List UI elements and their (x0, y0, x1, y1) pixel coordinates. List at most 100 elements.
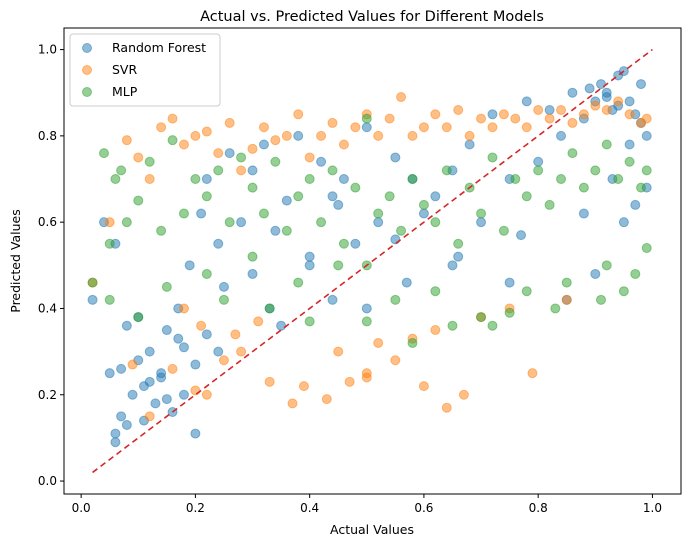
legend-marker-mlp (82, 87, 92, 97)
data-point (327, 165, 338, 176)
data-point (236, 217, 247, 228)
data-point (601, 104, 612, 115)
data-point (567, 117, 578, 128)
data-point (201, 329, 212, 340)
data-point (104, 294, 115, 305)
data-point (264, 303, 275, 314)
data-point (338, 238, 349, 249)
data-point (167, 135, 178, 146)
data-point (316, 156, 327, 167)
x-ticks: 0.0 0.2 0.4 0.6 0.8 1.0 (72, 494, 662, 515)
data-point (590, 165, 601, 176)
data-point (196, 320, 207, 331)
data-point (613, 174, 624, 185)
data-point (333, 199, 344, 210)
data-point (224, 117, 235, 128)
y-axis-label: Predicted Values (8, 209, 23, 313)
data-point (144, 156, 155, 167)
data-point (613, 96, 624, 107)
data-point (333, 260, 344, 271)
data-point (556, 174, 567, 185)
legend-box (69, 33, 221, 107)
data-point (476, 208, 487, 219)
data-point (144, 376, 155, 387)
data-point (516, 230, 527, 241)
data-point (104, 368, 115, 379)
data-point (190, 130, 201, 141)
data-point (127, 389, 138, 400)
data-point (418, 381, 429, 392)
data-point (447, 320, 458, 331)
data-point (201, 389, 212, 400)
data-point (550, 303, 561, 314)
data-point (196, 208, 207, 219)
data-point (230, 329, 241, 340)
data-point (87, 277, 98, 288)
data-point (293, 109, 304, 120)
data-point (373, 337, 384, 348)
data-point (458, 389, 469, 400)
data-point (601, 260, 612, 271)
data-point (161, 325, 172, 336)
data-point (567, 87, 578, 98)
data-point (533, 156, 544, 167)
data-point (527, 368, 538, 379)
data-point (247, 268, 258, 279)
data-point (390, 234, 401, 245)
data-point (630, 199, 641, 210)
plot-frame (63, 27, 682, 495)
data-point (430, 109, 441, 120)
legend-marker-svr (82, 65, 92, 75)
data-point (150, 398, 161, 409)
data-point (556, 130, 567, 141)
data-point (247, 143, 258, 154)
data-point (104, 238, 115, 249)
data-point (236, 165, 247, 176)
data-point (316, 130, 327, 141)
data-point (350, 238, 361, 249)
data-point (504, 277, 515, 288)
x-tick: 0.4 (300, 494, 319, 515)
legend-label-svr: SVR (112, 62, 137, 77)
data-point (498, 225, 509, 236)
data-point (641, 243, 652, 254)
data-point (561, 294, 572, 305)
data-point (390, 355, 401, 366)
data-point (624, 156, 635, 167)
data-point (338, 174, 349, 185)
data-point (641, 165, 652, 176)
data-point (390, 152, 401, 163)
data-point (373, 208, 384, 219)
data-point (430, 191, 441, 202)
data-point (121, 419, 132, 430)
y-tick-label: 0.6 (38, 215, 57, 229)
reference-line (92, 48, 653, 474)
data-point (453, 238, 464, 249)
data-point (304, 251, 315, 262)
data-point (596, 79, 607, 90)
data-point (218, 281, 229, 292)
y-tick: 0.8 (38, 129, 64, 143)
data-point (430, 286, 441, 297)
data-point (190, 174, 201, 185)
data-point (104, 217, 115, 228)
series-svr (87, 92, 652, 422)
y-tick: 0.6 (38, 215, 64, 229)
data-point (407, 337, 418, 348)
data-point (178, 139, 189, 150)
data-point (281, 195, 292, 206)
data-point (418, 122, 429, 133)
x-tick: 0.0 (72, 494, 91, 515)
data-point (464, 130, 475, 141)
data-point (578, 208, 589, 219)
data-point (441, 402, 452, 413)
data-point (327, 294, 338, 305)
data-point (510, 174, 521, 185)
data-point (361, 113, 372, 124)
y-tick-label: 1.0 (38, 43, 57, 57)
data-point (373, 217, 384, 228)
data-point (304, 174, 315, 185)
data-point (521, 96, 532, 107)
data-point (133, 312, 144, 323)
data-point (156, 372, 167, 383)
